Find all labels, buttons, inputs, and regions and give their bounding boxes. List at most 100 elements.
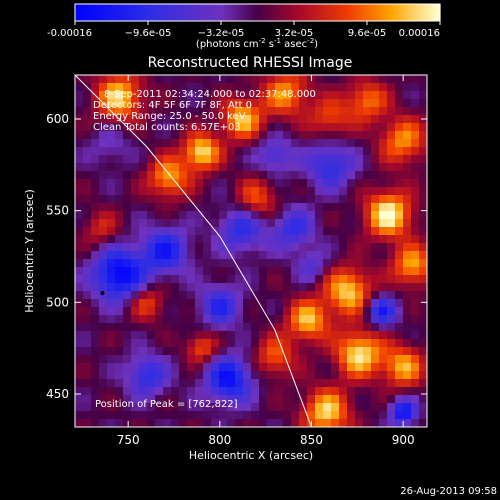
heatmap-cell bbox=[259, 307, 268, 316]
heatmap-cell bbox=[387, 363, 396, 372]
heatmap-cell bbox=[179, 299, 188, 308]
heatmap-cell bbox=[83, 347, 92, 356]
heatmap-cell bbox=[411, 75, 420, 84]
heatmap-cell bbox=[243, 347, 252, 356]
heatmap-cell bbox=[131, 395, 140, 404]
heatmap-cell bbox=[147, 219, 156, 228]
heatmap-cell bbox=[395, 315, 404, 324]
heatmap-cell bbox=[363, 331, 372, 340]
heatmap-cell bbox=[187, 371, 196, 380]
heatmap-cell bbox=[187, 227, 196, 236]
heatmap-cell bbox=[307, 131, 316, 140]
heatmap-cell bbox=[331, 259, 340, 268]
heatmap-cell bbox=[227, 315, 236, 324]
colorbar-cell bbox=[163, 4, 167, 21]
colorbar-cell bbox=[391, 4, 395, 21]
heatmap-cell bbox=[115, 299, 124, 308]
heatmap-cell bbox=[235, 299, 244, 308]
heatmap-cell bbox=[203, 163, 212, 172]
heatmap-cell bbox=[203, 107, 212, 116]
heatmap-cell bbox=[259, 347, 268, 356]
heatmap-cell bbox=[203, 91, 212, 100]
heatmap-cell bbox=[115, 291, 124, 300]
heatmap-cell bbox=[379, 131, 388, 140]
heatmap-cell bbox=[211, 291, 220, 300]
heatmap-cell bbox=[187, 315, 196, 324]
heatmap-cell bbox=[75, 363, 84, 372]
heatmap-cell bbox=[219, 307, 228, 316]
heatmap-cell bbox=[323, 419, 332, 427]
heatmap-cell bbox=[355, 307, 364, 316]
heatmap-cell bbox=[123, 91, 132, 100]
heatmap-cell bbox=[347, 363, 356, 372]
heatmap-cell bbox=[131, 299, 140, 308]
heatmap-cell bbox=[403, 403, 412, 412]
heatmap-cell bbox=[379, 283, 388, 292]
heatmap-cell bbox=[283, 339, 292, 348]
heatmap-cell bbox=[403, 195, 412, 204]
heatmap-cell bbox=[371, 403, 380, 412]
heatmap-cell bbox=[267, 251, 276, 260]
heatmap-cell bbox=[339, 211, 348, 220]
heatmap-cell bbox=[419, 275, 427, 284]
heatmap-cell bbox=[99, 195, 108, 204]
heatmap-cell bbox=[331, 291, 340, 300]
colorbar-cell bbox=[199, 4, 204, 21]
heatmap-cell bbox=[283, 195, 292, 204]
heatmap-cell bbox=[283, 107, 292, 116]
heatmap-cell bbox=[331, 147, 340, 156]
colorbar-cell bbox=[193, 4, 198, 21]
heatmap-cell bbox=[123, 99, 132, 108]
heatmap-cell bbox=[419, 75, 427, 84]
heatmap-cell bbox=[387, 107, 396, 116]
heatmap-cell bbox=[163, 283, 172, 292]
heatmap-cell bbox=[259, 243, 268, 252]
heatmap-cell bbox=[115, 411, 124, 420]
heatmap-cell bbox=[203, 347, 212, 356]
heatmap-cell bbox=[171, 411, 180, 420]
heatmap-cell bbox=[403, 411, 412, 420]
heatmap-cell bbox=[227, 99, 236, 108]
heatmap-cell bbox=[139, 275, 148, 284]
heatmap-cell bbox=[387, 75, 396, 84]
heatmap-cell bbox=[299, 347, 308, 356]
heatmap-cell bbox=[155, 371, 164, 380]
heatmap-cell bbox=[99, 355, 108, 364]
heatmap-cell bbox=[315, 291, 324, 300]
heatmap-cell bbox=[323, 267, 332, 276]
heatmap-cell bbox=[227, 331, 236, 340]
colorbar-cell bbox=[75, 4, 79, 21]
colorbar-cell bbox=[324, 4, 329, 21]
heatmap-cell bbox=[139, 107, 148, 116]
heatmap-cell bbox=[83, 307, 92, 316]
heatmap-cell bbox=[339, 131, 348, 140]
heatmap-cell bbox=[211, 323, 220, 332]
heatmap-cell bbox=[347, 379, 356, 388]
colorbar-cell bbox=[300, 4, 304, 21]
heatmap-cell bbox=[331, 315, 340, 324]
plot-frame bbox=[74, 74, 428, 428]
heatmap-cell bbox=[371, 115, 380, 124]
heatmap-cell bbox=[171, 283, 180, 292]
heatmap-cell bbox=[315, 283, 324, 292]
heatmap-cell bbox=[363, 195, 372, 204]
heatmap-cell bbox=[163, 83, 172, 92]
heatmap-cell bbox=[363, 355, 372, 364]
heatmap-cell bbox=[195, 379, 204, 388]
heatmap-cell bbox=[115, 363, 124, 372]
heatmap-cell bbox=[139, 147, 148, 156]
heatmap-cell bbox=[187, 331, 196, 340]
heatmap-cell bbox=[387, 211, 396, 220]
heatmap-cell bbox=[251, 155, 260, 164]
heatmap-cell bbox=[195, 147, 204, 156]
heatmap-cell bbox=[147, 339, 156, 348]
heatmap-cell bbox=[291, 147, 300, 156]
heatmap-cell bbox=[243, 131, 252, 140]
heatmap-cell bbox=[251, 227, 260, 236]
heatmap-cell bbox=[123, 155, 132, 164]
heatmap-cell bbox=[259, 363, 268, 372]
heatmap-cell bbox=[395, 147, 404, 156]
heatmap-cell bbox=[403, 115, 412, 124]
heatmap-cell bbox=[411, 131, 420, 140]
heatmap-cell bbox=[411, 155, 420, 164]
